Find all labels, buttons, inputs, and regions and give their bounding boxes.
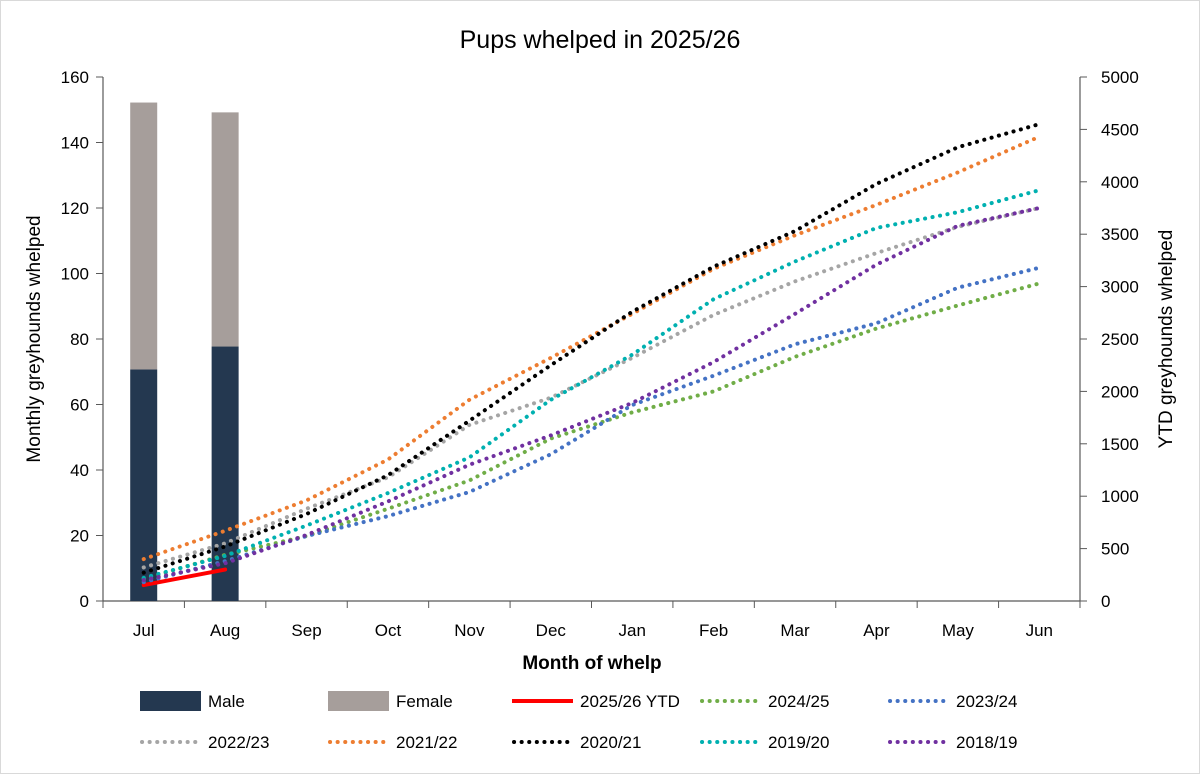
- series-line-2019-20: [141, 188, 1042, 580]
- x-tick-label-mar: Mar: [780, 621, 810, 640]
- y-left-tick-label: 120: [61, 199, 89, 218]
- y-right-tick-label: 5000: [1101, 68, 1139, 87]
- legend-label-2019-20: 2019/20: [768, 733, 829, 752]
- chart-title: Pups whelped in 2025/26: [460, 26, 741, 54]
- y-left-tick-label: 160: [61, 68, 89, 87]
- legend-label-2024-25: 2024/25: [768, 692, 829, 711]
- series-line-2024-25: [141, 281, 1042, 581]
- series-line-2023-24: [141, 265, 1042, 585]
- y-axis-right-label: YTD greyhounds whelped: [1156, 230, 1177, 449]
- legend-label-male: Male: [208, 692, 245, 711]
- legend-label-2023-24: 2023/24: [956, 692, 1017, 711]
- legend-label-2021-22: 2021/22: [396, 733, 457, 752]
- y-right-tick-label: 1000: [1101, 487, 1139, 506]
- y-right-tick-label: 3000: [1101, 278, 1139, 297]
- legend-swatch-female: [328, 691, 389, 711]
- x-tick-label-jun: Jun: [1026, 621, 1053, 640]
- legend-label-2020-21: 2020/21: [580, 733, 641, 752]
- series-line-2021-22: [141, 134, 1042, 562]
- y-right-tick-label: 4500: [1101, 120, 1139, 139]
- x-tick-label-may: May: [942, 621, 975, 640]
- y-left-tick-label: 100: [61, 265, 89, 284]
- series-line-2025-26-ytd: [141, 567, 228, 588]
- x-tick-label-dec: Dec: [536, 621, 567, 640]
- x-tick-label-apr: Apr: [863, 621, 890, 640]
- legend-label-female: Female: [396, 692, 453, 711]
- x-tick-label-jul: Jul: [133, 621, 155, 640]
- x-tick-label-sep: Sep: [291, 621, 321, 640]
- legend-label-2025-26-ytd: 2025/26 YTD: [580, 692, 680, 711]
- bar-male-jul: [130, 369, 158, 601]
- x-tick-label-feb: Feb: [699, 621, 728, 640]
- x-axis-label: Month of whelp: [522, 653, 661, 674]
- y-right-tick-label: 2500: [1101, 330, 1139, 349]
- y-left-tick-label: 0: [80, 592, 89, 611]
- y-left-tick-label: 60: [70, 396, 89, 415]
- y-right-tick-label: 3500: [1101, 225, 1139, 244]
- x-tick-label-oct: Oct: [375, 621, 402, 640]
- x-tick-label-aug: Aug: [210, 621, 240, 640]
- legend-label-2018-19: 2018/19: [956, 733, 1017, 752]
- y-right-tick-label: 2000: [1101, 382, 1139, 401]
- bar-female-jul: [130, 102, 158, 370]
- x-tick-label-jan: Jan: [618, 621, 645, 640]
- bar-female-aug: [211, 112, 239, 347]
- y-left-tick-label: 80: [70, 330, 89, 349]
- legend-swatch-male: [140, 691, 201, 711]
- y-left-tick-label: 20: [70, 527, 89, 546]
- x-tick-label-nov: Nov: [454, 621, 485, 640]
- y-left-tick-label: 140: [61, 134, 89, 153]
- series-line-2018-19: [141, 206, 1042, 583]
- y-axis-left-label: Monthly greyhounds whelped: [24, 215, 45, 462]
- y-right-tick-label: 1500: [1101, 435, 1139, 454]
- y-left-tick-label: 40: [70, 461, 89, 480]
- series-line-2020-21: [141, 122, 1042, 575]
- legend-label-2022-23: 2022/23: [208, 733, 269, 752]
- y-right-tick-label: 500: [1101, 540, 1129, 559]
- series-line-2022-23: [141, 206, 1042, 570]
- y-right-tick-label: 0: [1101, 592, 1110, 611]
- y-right-tick-label: 4000: [1101, 173, 1139, 192]
